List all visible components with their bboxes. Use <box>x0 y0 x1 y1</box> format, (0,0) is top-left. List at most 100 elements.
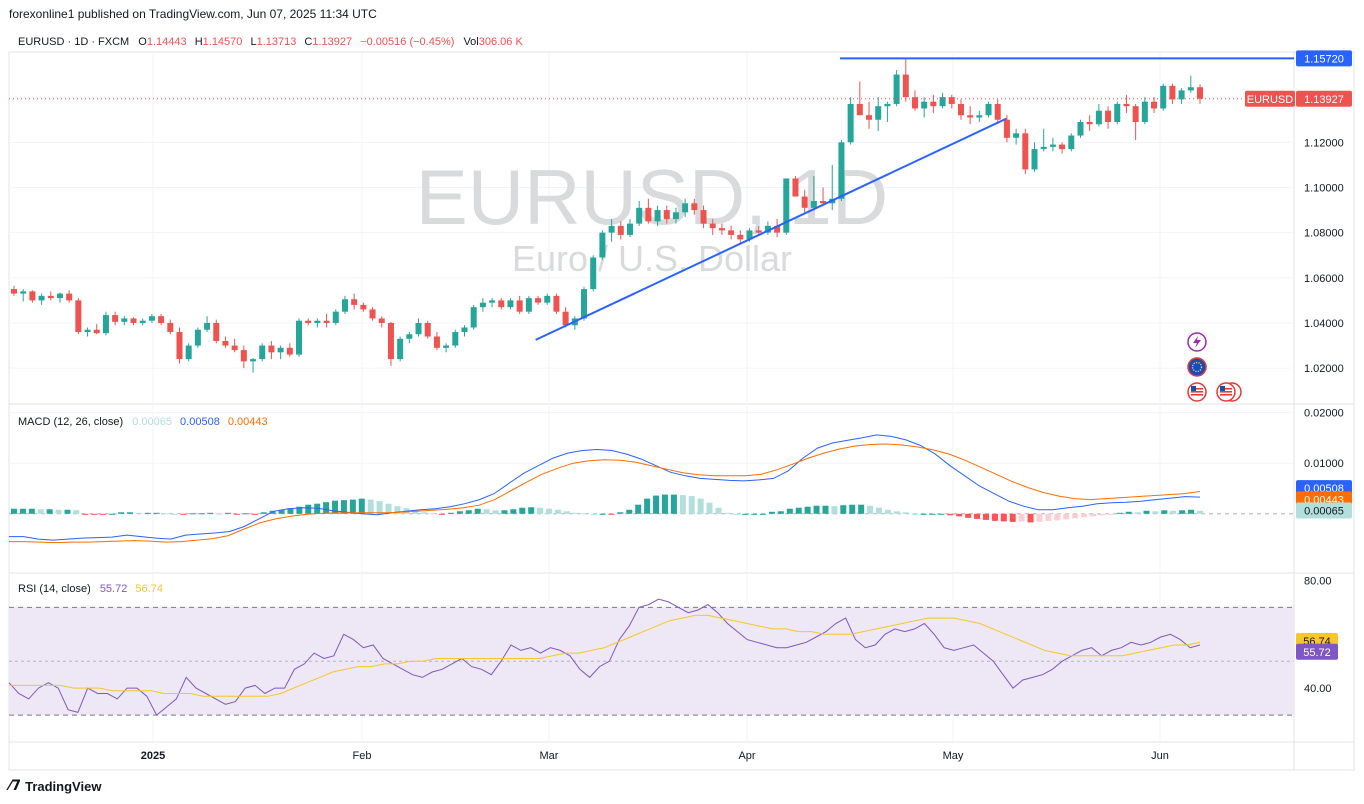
candle-body <box>525 298 532 312</box>
rsi-line <box>8 598 1201 716</box>
candle-body <box>645 207 652 222</box>
macd-pane[interactable] <box>9 434 1294 544</box>
candle-body <box>29 291 36 301</box>
x-tick-label: Feb <box>353 750 372 762</box>
candle-body <box>774 225 781 233</box>
candle-body <box>47 295 54 299</box>
candle-body <box>305 320 312 323</box>
candle-body <box>121 318 128 322</box>
event-icons[interactable] <box>1187 332 1242 402</box>
macd-histogram-bar <box>46 509 53 514</box>
us-flag-icon[interactable] <box>1187 382 1207 402</box>
candle-body <box>66 293 73 301</box>
candle-body <box>1068 135 1075 150</box>
rsi-ma-line <box>9 614 1201 697</box>
candle-body <box>939 97 946 107</box>
macd-histogram-bar <box>207 512 214 514</box>
macd-histogram-bar <box>1125 511 1132 514</box>
candle-body <box>544 295 551 303</box>
macd-histogram-bar <box>626 509 633 514</box>
symbol-tag <box>1245 90 1295 107</box>
macd-histogram-bar <box>599 513 606 515</box>
eu-flag-icon[interactable] <box>1187 357 1207 377</box>
candle-body <box>948 97 955 104</box>
macd-histogram-bar <box>519 507 526 514</box>
macd-histogram-bar <box>278 509 285 514</box>
close-label: C <box>304 36 312 48</box>
macd-histogram-bar <box>412 510 419 514</box>
macd-histogram-bar <box>474 508 481 514</box>
macd-histogram-bar <box>100 513 107 515</box>
macd-histogram-bar <box>510 509 517 514</box>
macd-histogram-bar <box>1000 513 1007 522</box>
macd-histogram-bar <box>28 508 35 514</box>
macd-histogram-bar <box>19 508 26 514</box>
candle-body <box>976 115 983 118</box>
candle-body <box>351 299 358 305</box>
candle-body <box>866 115 873 120</box>
candle-body <box>764 225 771 233</box>
candle-body <box>1169 85 1176 100</box>
macd-histogram-bar <box>546 508 553 514</box>
candle-body <box>360 304 367 310</box>
candle-body <box>838 142 845 199</box>
rsi-tick-label: 40.00 <box>1304 683 1332 695</box>
candle-body <box>277 347 284 353</box>
candle-body <box>461 327 468 332</box>
watermark-description: Euro / U.S. Dollar <box>512 238 792 279</box>
published-note: forexonline1 published on TradingView.co… <box>9 7 377 21</box>
macd-histogram-bar <box>670 494 677 514</box>
macd-hist-value: 0.00065 <box>132 416 172 428</box>
tradingview-branding[interactable]: ⁄7 TradingView <box>9 778 101 794</box>
macd-histogram-bar <box>118 512 125 514</box>
price-pane[interactable] <box>9 57 1294 373</box>
rsi-pane[interactable] <box>8 598 1294 716</box>
macd-histogram-bar <box>260 512 267 514</box>
candle-body <box>746 230 753 240</box>
macd-histogram-bar <box>1134 512 1141 514</box>
macd-histogram-bar <box>1152 511 1159 514</box>
candle-body <box>231 345 238 351</box>
candle-body <box>1160 85 1167 109</box>
macd-histogram-bar <box>572 512 579 514</box>
last-price-tag <box>1296 90 1352 107</box>
candle-body <box>801 196 808 208</box>
macd-histogram-bar <box>1063 513 1070 520</box>
candle-body <box>820 201 827 204</box>
macd-histogram-bar <box>786 508 793 514</box>
macd-histogram-bar <box>982 513 989 520</box>
macd-histogram-bar <box>991 513 998 521</box>
lightning-icon[interactable] <box>1187 332 1207 352</box>
macd-histogram-bar <box>840 505 847 514</box>
macd-histogram-bar <box>804 506 811 514</box>
rsi-ma-value: 56.74 <box>135 583 163 595</box>
candle-body <box>1077 122 1084 136</box>
resistance-price-text: 1.15720 <box>1304 53 1344 65</box>
macd-histogram-bar <box>938 513 945 515</box>
macd-histogram-bar <box>162 513 169 515</box>
macd-histogram-bar <box>447 512 454 514</box>
candle-body <box>930 101 937 107</box>
macd-histogram-bar <box>849 504 856 514</box>
macd-histogram-bar <box>73 510 80 514</box>
candle-body <box>112 315 119 322</box>
symbol-tag-text: EURUSD <box>1247 94 1294 106</box>
rsi-indicator-label: RSI (14, close) <box>18 583 91 595</box>
candle-body <box>130 318 137 323</box>
resistance-price-tag <box>1296 50 1352 67</box>
high-value: 1.14570 <box>203 36 243 48</box>
x-tick-label: 2025 <box>141 750 165 762</box>
macd-histogram-bar <box>376 501 383 514</box>
signal-value: 0.00443 <box>228 416 268 428</box>
candle-body <box>387 322 394 360</box>
macd-histogram-bar <box>751 513 758 515</box>
svg-text:EURUSD · 1D · FXCM O1.14: EURUSD · 1D · FXCM O1.14443 H1.14570 L1.… <box>18 36 523 48</box>
volume-value: 306.06 K <box>479 36 524 48</box>
us-flag-icon-stacked[interactable] <box>1216 382 1242 402</box>
candle-body <box>222 341 229 346</box>
candle-body <box>259 345 266 360</box>
candle-body <box>38 295 45 301</box>
candle-body <box>1059 144 1066 150</box>
macd-histogram-bar <box>1081 513 1088 518</box>
